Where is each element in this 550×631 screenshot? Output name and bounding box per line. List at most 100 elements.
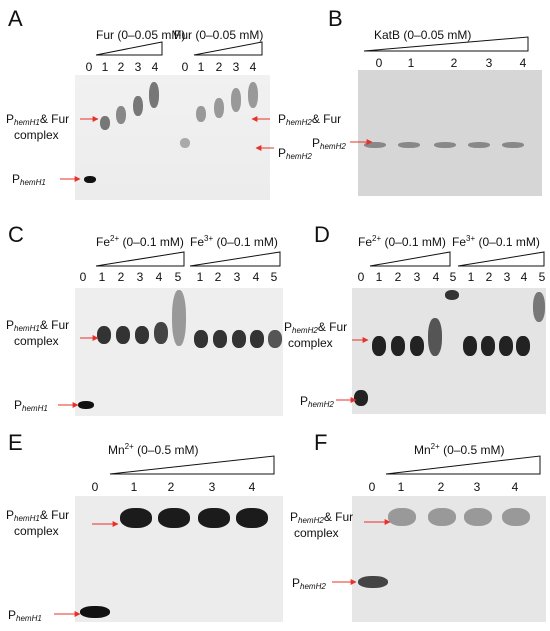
lane-label: 1 bbox=[196, 270, 204, 284]
lane-label: 1 bbox=[197, 60, 205, 74]
panel-letter-b: B bbox=[328, 6, 343, 31]
gradient-wedge bbox=[189, 251, 281, 267]
panel-a-complex-label-line2: complex bbox=[14, 128, 59, 142]
lane-label: 0 bbox=[357, 270, 365, 284]
panel-letter-d: D bbox=[314, 222, 330, 247]
gel-band bbox=[84, 176, 96, 183]
gel-band bbox=[428, 318, 442, 356]
panel-f-mn-label: Mn2+ (0–0.5 mM) bbox=[414, 442, 505, 457]
panel-d-fe2-label: Fe2+ (0–0.1 mM) bbox=[358, 234, 446, 249]
lane-label: 4 bbox=[519, 56, 527, 70]
lane-label: 1 bbox=[375, 270, 383, 284]
lane-label: 4 bbox=[511, 480, 519, 494]
gel-band bbox=[80, 606, 110, 618]
panel-c-fe2-label: Fe2+ (0–0.1 mM) bbox=[96, 234, 184, 249]
gradient-wedge bbox=[385, 455, 541, 475]
gel-band bbox=[116, 326, 130, 344]
lane-label: 4 bbox=[249, 60, 257, 74]
lane-label: 2 bbox=[167, 480, 175, 494]
lane-label: 3 bbox=[208, 480, 216, 494]
lane-label: 5 bbox=[270, 270, 278, 284]
gel-band bbox=[133, 96, 143, 116]
lane-label: 3 bbox=[233, 270, 241, 284]
gel-band bbox=[198, 508, 230, 528]
lane-label: 1 bbox=[397, 480, 405, 494]
gel-band bbox=[231, 88, 241, 112]
lane-label: 5 bbox=[174, 270, 182, 284]
panel-a-title-right: Fur (0–0.05 mM) bbox=[174, 28, 264, 42]
gel-band bbox=[232, 330, 246, 348]
panel-d-fe3-label: Fe3+ (0–0.1 mM) bbox=[452, 234, 540, 249]
gradient-wedge bbox=[95, 41, 163, 56]
gel-band bbox=[364, 142, 386, 148]
gel-band bbox=[248, 82, 258, 108]
gel-band bbox=[100, 116, 110, 130]
lane-label: 2 bbox=[437, 480, 445, 494]
gel-band bbox=[97, 326, 111, 344]
lane-label: 3 bbox=[485, 56, 493, 70]
panel-a-right-free-label: PhemH2 bbox=[278, 146, 312, 161]
panel-c-free-label: PhemH1 bbox=[14, 398, 48, 413]
gel-band bbox=[172, 290, 186, 346]
gel-band bbox=[196, 106, 206, 122]
panel-e-complex-label-line2: complex bbox=[14, 524, 59, 538]
gel-band bbox=[250, 330, 264, 348]
panel-d-free-label: PhemH2 bbox=[300, 394, 334, 409]
lane-label: 4 bbox=[432, 270, 440, 284]
gel-band bbox=[135, 326, 149, 344]
lane-label: 2 bbox=[215, 60, 223, 74]
panel-e-complex-label: PhemH1& Fur bbox=[6, 508, 70, 523]
gradient-wedge bbox=[363, 36, 529, 52]
lane-label: 0 bbox=[91, 480, 99, 494]
lane-label: 4 bbox=[151, 60, 159, 74]
lane-label: 1 bbox=[467, 270, 475, 284]
lane-label: 0 bbox=[85, 60, 93, 74]
lane-label: 4 bbox=[248, 480, 256, 494]
panel-a-free-label: PhemH1 bbox=[12, 172, 46, 187]
lane-label: 2 bbox=[117, 60, 125, 74]
gel-band bbox=[502, 508, 530, 526]
lane-label: 0 bbox=[79, 270, 87, 284]
lane-label: 0 bbox=[368, 480, 376, 494]
panel-letter-e: E bbox=[8, 430, 23, 455]
gel-band bbox=[358, 576, 388, 588]
lane-label: 2 bbox=[450, 56, 458, 70]
gel-band bbox=[388, 508, 416, 526]
gradient-wedge bbox=[193, 41, 263, 56]
panel-letter-a: A bbox=[8, 6, 23, 31]
gel-band bbox=[463, 336, 477, 356]
gel-band bbox=[213, 330, 227, 348]
gel-band bbox=[502, 142, 524, 148]
panel-e-mn-label: Mn2+ (0–0.5 mM) bbox=[108, 442, 199, 457]
lane-label: 5 bbox=[449, 270, 457, 284]
panel-letter-c: C bbox=[8, 222, 24, 247]
gel-band bbox=[445, 290, 459, 300]
gel-band bbox=[398, 142, 420, 148]
lane-label: 1 bbox=[101, 60, 109, 74]
gel-band bbox=[516, 336, 530, 356]
gel-band bbox=[268, 330, 282, 348]
gradient-wedge bbox=[369, 251, 451, 267]
gradient-wedge bbox=[109, 455, 275, 475]
gel-band bbox=[428, 508, 456, 526]
gel-band bbox=[116, 106, 126, 124]
panel-b-label: PhemH2 bbox=[312, 136, 346, 151]
lane-label: 2 bbox=[214, 270, 222, 284]
panel-f-complex-label: PhemH2& Fur bbox=[290, 510, 354, 525]
gel-band bbox=[481, 336, 495, 356]
gel-band bbox=[354, 390, 368, 406]
lane-label: 2 bbox=[117, 270, 125, 284]
gel-band bbox=[533, 292, 545, 322]
gel-band bbox=[372, 336, 386, 356]
gel-band bbox=[180, 138, 190, 148]
gel-band bbox=[391, 336, 405, 356]
panel-f-complex-label-line2: complex bbox=[294, 526, 339, 540]
lane-label: 1 bbox=[407, 56, 415, 70]
gradient-wedge bbox=[457, 251, 545, 267]
lane-label: 1 bbox=[98, 270, 106, 284]
gel-band bbox=[78, 401, 94, 409]
lane-label: 3 bbox=[134, 60, 142, 74]
lane-label: 3 bbox=[413, 270, 421, 284]
gel-band bbox=[120, 508, 152, 528]
